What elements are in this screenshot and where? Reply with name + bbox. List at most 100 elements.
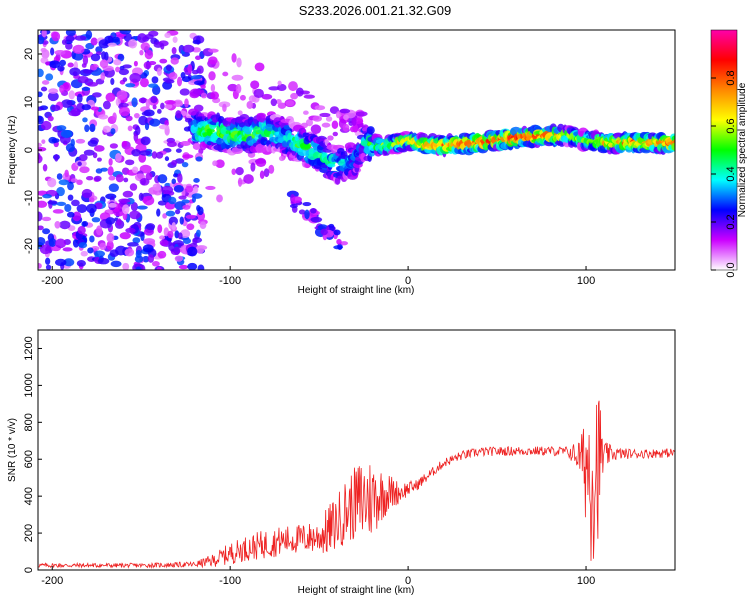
heatmap-cell [127, 125, 133, 132]
heatmap-cell [159, 239, 169, 247]
heatmap-cell [141, 111, 152, 116]
heatmap-cell [85, 30, 93, 40]
heatmap-cell [41, 120, 52, 131]
colorbar-gradient [710, 29, 738, 271]
heatmap-cell [261, 93, 273, 100]
heatmap-cell [89, 235, 95, 243]
heatmap-cell [82, 221, 89, 227]
heatmap-cell [134, 255, 144, 263]
heatmap-cell [90, 37, 98, 46]
heatmap-cell [158, 124, 170, 130]
heatmap-cell [143, 195, 155, 206]
heatmap-cell [254, 62, 265, 72]
heatmap-cell [128, 39, 138, 49]
heatmap-cell [185, 214, 196, 219]
heatmap-cell [131, 97, 138, 108]
colorbar-tick-label: 0.6 [725, 118, 737, 133]
heatmap-cell [38, 115, 44, 125]
colorbar-tick-label: 0.0 [725, 262, 737, 277]
top-y-tick-label: 20 [23, 48, 35, 60]
heatmap-cell [295, 87, 304, 97]
heatmap-cell [72, 44, 85, 55]
heatmap-cell [317, 224, 328, 230]
heatmap-cell [59, 220, 71, 230]
heatmap-cell [98, 114, 109, 120]
heatmap-cell [125, 159, 135, 166]
heatmap-cell [275, 98, 282, 105]
colorbar: 0.0 0.2 0.4 0.6 0.8 Normalized spectral ampl… [710, 29, 748, 278]
heatmap-cell [118, 198, 131, 203]
heatmap-cell [337, 243, 343, 251]
heatmap-cell [85, 175, 94, 181]
colorbar-ticks: 0.0 0.2 0.4 0.6 0.8 [711, 70, 737, 278]
heatmap-cell [125, 83, 136, 88]
heatmap-cell [105, 217, 116, 225]
heatmap-cell [196, 65, 204, 74]
heatmap-cell [118, 102, 129, 108]
heatmap-cell [197, 264, 205, 270]
top-x-tick-label: 0 [405, 275, 411, 287]
heatmap-cell [321, 122, 331, 128]
heatmap-cell [122, 64, 132, 69]
heatmap-cell [205, 185, 216, 190]
top-y-tick-label: 0 [23, 147, 35, 153]
heatmap-cell [147, 254, 155, 263]
heatmap-cell [40, 47, 47, 53]
heatmap-cell [80, 250, 88, 257]
bottom-y-tick-label: 600 [23, 450, 35, 468]
heatmap-cell [135, 266, 142, 270]
heatmap-cell [81, 86, 91, 91]
heatmap-cell [127, 242, 139, 247]
top-x-axis-label: Height of straight line (km) [298, 285, 415, 296]
heatmap-cell [329, 106, 340, 114]
heatmap-cell [156, 67, 162, 77]
heatmap-cell [246, 101, 254, 109]
top-x-tick-label: 100 [577, 275, 595, 287]
heatmap-cell [255, 157, 267, 167]
heatmap-cell [208, 71, 216, 81]
top-y-ticks: -20 -10 0 10 20 [23, 48, 42, 254]
heatmap-cell [231, 53, 237, 63]
heatmap-cell [184, 98, 189, 108]
heatmap-cells [38, 30, 675, 270]
heatmap-cell [55, 238, 67, 249]
heatmap-cell [159, 235, 166, 240]
heatmap-cell [310, 207, 317, 214]
heatmap-cell [299, 142, 312, 149]
heatmap-cell [87, 247, 94, 254]
top-y-tick-label: 10 [23, 96, 35, 108]
heatmap-cell [115, 152, 122, 162]
heatmap-cell [312, 115, 322, 122]
heatmap-cell [45, 257, 51, 265]
heatmap-cell [41, 80, 50, 85]
heatmap-cell [175, 148, 182, 153]
heatmap-cell [40, 86, 48, 92]
heatmap-cell [93, 175, 102, 182]
heatmap-cell [106, 232, 115, 243]
heatmap-cell [106, 240, 114, 251]
heatmap-cell [327, 163, 336, 168]
heatmap-cell [99, 59, 109, 69]
heatmap-cell [196, 205, 201, 212]
heatmap-cell [180, 140, 191, 146]
heatmap-cell [342, 123, 350, 132]
heatmap-cell [125, 227, 136, 233]
heatmap-cell [108, 158, 113, 166]
top-x-tick-label: -200 [41, 275, 63, 287]
heatmap-cell [137, 33, 147, 43]
heatmap-cell [133, 60, 138, 67]
heatmap-cell [174, 209, 181, 215]
heatmap-cell [239, 94, 246, 101]
colorbar-tick-label: 0.2 [725, 214, 737, 229]
heatmap-cell [329, 225, 335, 232]
heatmap-cell [68, 110, 81, 117]
heatmap-cell [157, 224, 163, 234]
heatmap-cell [118, 106, 130, 117]
heatmap-cell [129, 183, 138, 191]
heatmap-cell [58, 179, 70, 186]
bottom-x-tick-label: -100 [219, 575, 241, 587]
heatmap-cell [182, 44, 195, 53]
heatmap-cell [171, 47, 177, 55]
heatmap-cell [52, 209, 64, 214]
heatmap-cell [276, 83, 287, 91]
